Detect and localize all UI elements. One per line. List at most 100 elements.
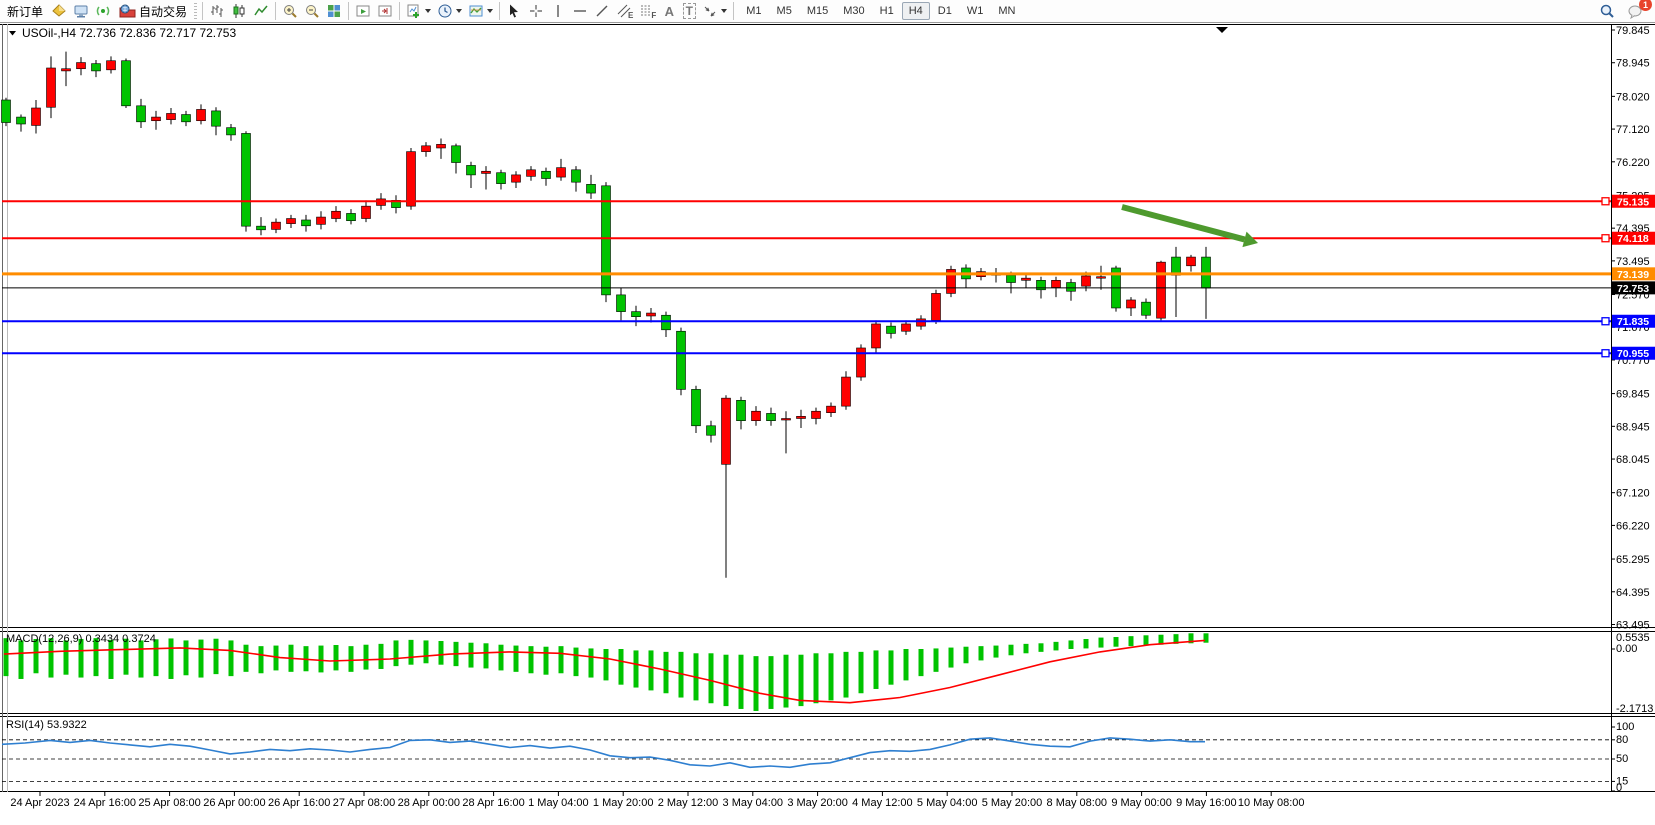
svg-text:26 Apr 00:00: 26 Apr 00:00: [203, 797, 265, 809]
svg-text:77.120: 77.120: [1616, 124, 1650, 136]
timeframe-m1[interactable]: M1: [746, 5, 762, 17]
trendline-tool-icon[interactable]: [591, 1, 613, 21]
auto-trading-icon: [119, 4, 136, 18]
new-order-label: 新订单: [7, 4, 44, 19]
svg-text:27 Apr 08:00: 27 Apr 08:00: [333, 797, 395, 809]
svg-text:2 May 12:00: 2 May 12:00: [658, 797, 719, 809]
svg-text:80: 80: [1616, 734, 1628, 746]
svg-text:67.120: 67.120: [1616, 488, 1650, 500]
timeframe-d1[interactable]: D1: [937, 5, 952, 17]
chart-shift-icon[interactable]: [374, 1, 396, 21]
price-axis[interactable]: 79.84578.94578.02077.12076.22075.29574.3…: [1611, 25, 1655, 631]
terminal-icon[interactable]: [70, 1, 92, 21]
svg-text:RSI(14) 53.9322: RSI(14) 53.9322: [6, 719, 87, 731]
collapse-triangle-icon[interactable]: [9, 31, 16, 36]
new-order-button[interactable]: 新订单: [2, 1, 48, 21]
svg-text:10 May 08:00: 10 May 08:00: [1238, 797, 1305, 809]
template-icon[interactable]: [465, 1, 496, 21]
zoom-out-icon[interactable]: [301, 1, 323, 21]
chart-header: USOil-,H4 72.736 72.836 72.717 72.753: [9, 26, 236, 40]
text-label-tool-icon[interactable]: T: [679, 1, 699, 21]
svg-text:0.00: 0.00: [1616, 643, 1637, 655]
timeframe-w1[interactable]: W1: [966, 5, 984, 17]
zoom-in-icon[interactable]: [279, 1, 301, 21]
vertical-line-tool-icon[interactable]: [547, 1, 569, 21]
svg-text:70.955: 70.955: [1617, 348, 1649, 360]
auto-scroll-icon[interactable]: [352, 1, 374, 21]
svg-text:1 May 20:00: 1 May 20:00: [593, 797, 654, 809]
svg-text:72.753: 72.753: [1617, 283, 1649, 295]
signal-icon[interactable]: [92, 1, 114, 21]
timeframe-mn[interactable]: MN: [998, 5, 1016, 17]
svg-text:-2.1713: -2.1713: [1616, 703, 1653, 715]
timeframe-m30[interactable]: M30: [843, 5, 865, 17]
period-dropdown-arrow[interactable]: [456, 9, 463, 13]
svg-text:1 May 04:00: 1 May 04:00: [528, 797, 589, 809]
bar-chart-view-icon[interactable]: [206, 1, 228, 21]
svg-text:24 Apr 2023: 24 Apr 2023: [10, 797, 69, 809]
svg-text:73.495: 73.495: [1616, 256, 1650, 268]
fibonacci-glyph: F: [651, 11, 657, 20]
timeframe-h4[interactable]: H4: [901, 2, 930, 20]
svg-text:3 May 20:00: 3 May 20:00: [787, 797, 848, 809]
notification-badge: 1: [1639, 0, 1652, 11]
svg-text:68.045: 68.045: [1616, 454, 1650, 466]
svg-text:76.220: 76.220: [1616, 157, 1650, 169]
svg-text:24 Apr 16:00: 24 Apr 16:00: [74, 797, 136, 809]
svg-text:MACD(12,26,9) 0.3434 0.3724: MACD(12,26,9) 0.3434 0.3724: [6, 633, 156, 645]
timeframe-m15[interactable]: M15: [806, 5, 829, 17]
new-chart-dropdown-arrow[interactable]: [425, 9, 432, 13]
new-chart-icon[interactable]: [403, 1, 434, 21]
template-dropdown-arrow[interactable]: [487, 9, 494, 13]
svg-text:4 May 12:00: 4 May 12:00: [852, 797, 913, 809]
svg-text:68.945: 68.945: [1616, 421, 1650, 433]
svg-text:0: 0: [1616, 782, 1622, 794]
autoscroll-marker: [1216, 27, 1228, 33]
svg-text:28 Apr 00:00: 28 Apr 00:00: [398, 797, 460, 809]
svg-text:28 Apr 16:00: 28 Apr 16:00: [462, 797, 524, 809]
line-chart-view-icon[interactable]: [250, 1, 272, 21]
macd-signal-line: [3, 639, 1206, 704]
market-watch-icon[interactable]: [48, 1, 70, 21]
horizontal-line-tool-icon[interactable]: [569, 1, 591, 21]
svg-text:3 May 04:00: 3 May 04:00: [723, 797, 784, 809]
svg-text:66.220: 66.220: [1616, 520, 1650, 532]
time-axis[interactable]: 24 Apr 2023 24 Apr 16:00 25 Apr 08:00 26 Ap…: [10, 792, 1305, 809]
timeframe-m5[interactable]: M5: [776, 5, 792, 17]
arrows-dropdown-arrow[interactable]: [721, 9, 728, 13]
arrows-tool-icon[interactable]: [699, 1, 730, 21]
svg-text:5 May 20:00: 5 May 20:00: [982, 797, 1043, 809]
svg-text:78.945: 78.945: [1616, 58, 1650, 70]
rsi-line: [1, 737, 1205, 769]
svg-text:9 May 16:00: 9 May 16:00: [1176, 797, 1237, 809]
svg-text:79.845: 79.845: [1616, 25, 1650, 37]
horizontal-lines[interactable]: [2, 197, 1611, 358]
period-clock-icon[interactable]: [434, 1, 465, 21]
svg-text:74.118: 74.118: [1617, 233, 1649, 245]
timeframe-group: M1 M5 M15 M30 H1 H4 D1 W1 MN: [739, 2, 1022, 20]
search-icon[interactable]: [1596, 1, 1618, 21]
svg-text:63.495: 63.495: [1616, 619, 1650, 631]
fibonacci-tool-icon[interactable]: F: [636, 1, 659, 21]
svg-text:71.835: 71.835: [1617, 316, 1649, 328]
text-tool-icon[interactable]: A: [659, 1, 679, 21]
candlestick-view-icon[interactable]: [228, 1, 250, 21]
svg-text:USOil-,H4 72.736 72.836 72.71: USOil-,H4 72.736 72.836 72.717 72.753: [22, 26, 236, 40]
svg-text:64.395: 64.395: [1616, 587, 1650, 599]
svg-text:69.845: 69.845: [1616, 389, 1650, 401]
crosshair-tool-icon[interactable]: [525, 1, 547, 21]
cursor-tool-icon[interactable]: [503, 1, 525, 21]
auto-trading-button[interactable]: 自动交易: [114, 1, 192, 21]
svg-text:75.135: 75.135: [1617, 196, 1649, 208]
tile-windows-icon[interactable]: [323, 1, 345, 21]
svg-text:78.020: 78.020: [1616, 91, 1650, 103]
svg-text:9 May 00:00: 9 May 00:00: [1111, 797, 1172, 809]
trend-arrow[interactable]: [1121, 204, 1258, 248]
equidistant-channel-tool-icon[interactable]: E: [613, 1, 636, 21]
notifications-icon[interactable]: 1: [1624, 0, 1652, 21]
timeframe-h1[interactable]: H1: [879, 5, 894, 17]
svg-text:25 Apr 08:00: 25 Apr 08:00: [138, 797, 200, 809]
